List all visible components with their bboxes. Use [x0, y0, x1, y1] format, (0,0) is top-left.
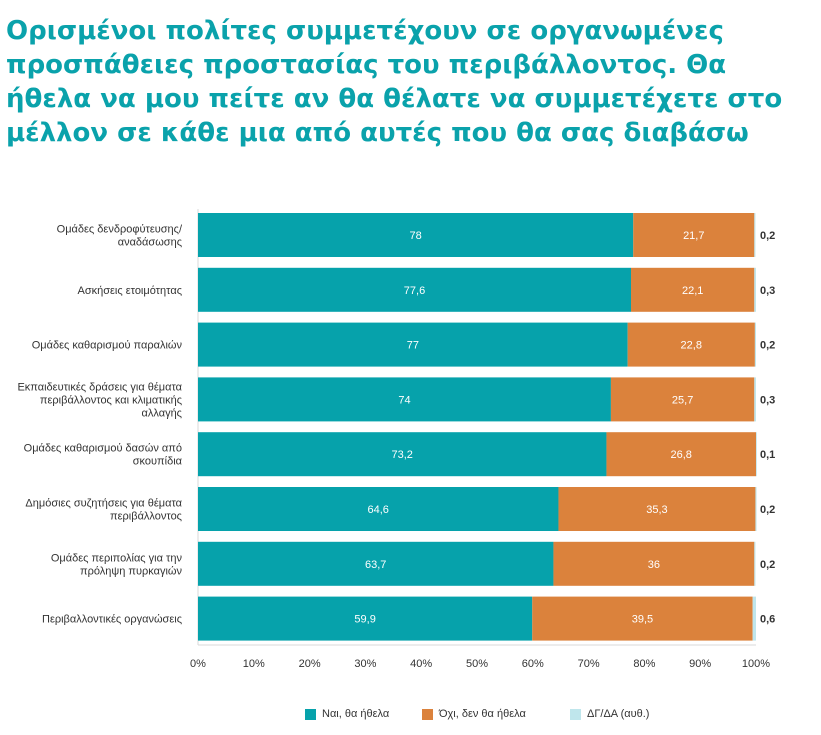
bar-dk: [754, 377, 756, 422]
legend-swatch: [305, 708, 316, 720]
x-tick-label: 40%: [410, 658, 432, 670]
x-tick-label: 70%: [578, 658, 600, 670]
bar-yes: [198, 432, 607, 477]
data-label: 59,9: [354, 614, 375, 626]
data-label: 0,3: [760, 394, 775, 406]
bar-yes: [198, 487, 559, 531]
data-label: 0,2: [760, 504, 775, 516]
x-tick-label: 0%: [190, 658, 206, 670]
category-label: Δημόσιες συζητήσεις για θέματα περιβάλλον…: [25, 498, 182, 523]
data-label: 0,1: [760, 449, 775, 461]
bar-dk: [754, 322, 756, 367]
data-label: 0,2: [760, 559, 775, 571]
bar-no: [610, 377, 755, 422]
bar-yes: [198, 322, 628, 367]
data-label: 0,6: [760, 614, 775, 626]
data-label: 78: [409, 230, 421, 242]
data-label: 36: [648, 559, 660, 571]
x-tick-label: 60%: [522, 658, 544, 670]
data-label: 25,7: [672, 394, 693, 406]
bar-no: [633, 213, 755, 257]
bar-dk: [752, 596, 756, 641]
x-tick-label: 10%: [243, 658, 265, 670]
bar-no: [558, 487, 756, 531]
bar-no: [553, 541, 755, 586]
legend-item: ΔΓ/ΔΑ (αυθ.): [570, 708, 649, 720]
category-label: Ομάδες περιπολίας για την πρόληψη πυρκαγι…: [51, 552, 183, 577]
bar-yes: [198, 213, 634, 257]
bar-dk: [755, 487, 757, 531]
x-tick-label: 30%: [354, 658, 376, 670]
bar-dk: [754, 267, 756, 312]
category-label: Εκπαιδευτικές δράσεις για θέματα περιβάλλ…: [17, 381, 182, 419]
x-tick-label: 100%: [742, 658, 770, 670]
bar-dk: [754, 213, 756, 257]
bar-no: [606, 432, 756, 477]
x-tick-label: 50%: [466, 658, 488, 670]
stacked-bar-chart: 0% 10% 20% 30% 40% 50% 60% 70% 80% 90% 100% Ομάδες …: [17, 209, 775, 670]
data-label: 22,8: [681, 340, 702, 352]
category-label: Ομάδες καθαρισμού δασών από σκουπίδια: [24, 443, 183, 468]
data-label: 21,7: [683, 230, 704, 242]
bar-dk: [754, 541, 756, 586]
legend-swatch: [422, 708, 433, 720]
legend-label: Ναι, θα ήθελα: [322, 708, 390, 720]
legend-label: ΔΓ/ΔΑ (αυθ.): [587, 708, 650, 720]
data-label: 0,2: [760, 230, 775, 242]
data-label: 63,7: [365, 559, 386, 571]
chart-legend: Ναι, θα ήθελα Όχι, δεν θα ήθελα ΔΓ/ΔΑ (αυθ…: [0, 708, 821, 726]
data-label: 0,3: [760, 285, 775, 297]
data-label: 73,2: [392, 449, 413, 461]
bar-yes: [198, 541, 554, 586]
x-tick-label: 80%: [633, 658, 655, 670]
legend-item: Όχι, δεν θα ήθελα: [422, 708, 526, 720]
category-label: Ομάδες δενδροφύτευσης/αναδάσωσης: [57, 224, 183, 249]
chart-title: Ορισμένοι πολίτες συμμετέχουν σε οργανωμ…: [6, 16, 783, 148]
bar-yes: [198, 267, 632, 312]
data-label: 0,2: [760, 340, 775, 352]
data-label: 39,5: [632, 614, 653, 626]
data-label: 35,3: [646, 504, 667, 516]
bar-dk: [756, 432, 757, 477]
bar-no: [627, 322, 755, 367]
x-tick-label: 90%: [689, 658, 711, 670]
data-label: 64,6: [368, 504, 389, 516]
data-label: 77,6: [404, 285, 425, 297]
category-label: Ασκήσεις ετοιμότητας: [77, 285, 182, 297]
data-label: 22,1: [682, 285, 703, 297]
bar-yes: [198, 377, 611, 422]
bar-no: [532, 596, 753, 641]
category-label: Περιβαλλοντικές οργανώσεις: [42, 614, 182, 626]
x-tick-label: 20%: [299, 658, 321, 670]
legend-item: Ναι, θα ήθελα: [305, 708, 389, 720]
bar-yes: [198, 596, 533, 641]
legend-label: Όχι, δεν θα ήθελα: [439, 708, 526, 720]
category-label: Ομάδες καθαρισμού παραλιών: [32, 340, 183, 352]
legend-swatch: [570, 708, 581, 720]
bar-no: [631, 267, 755, 312]
data-label: 74: [398, 394, 410, 406]
data-label: 26,8: [671, 449, 692, 461]
data-label: 77: [407, 340, 419, 352]
